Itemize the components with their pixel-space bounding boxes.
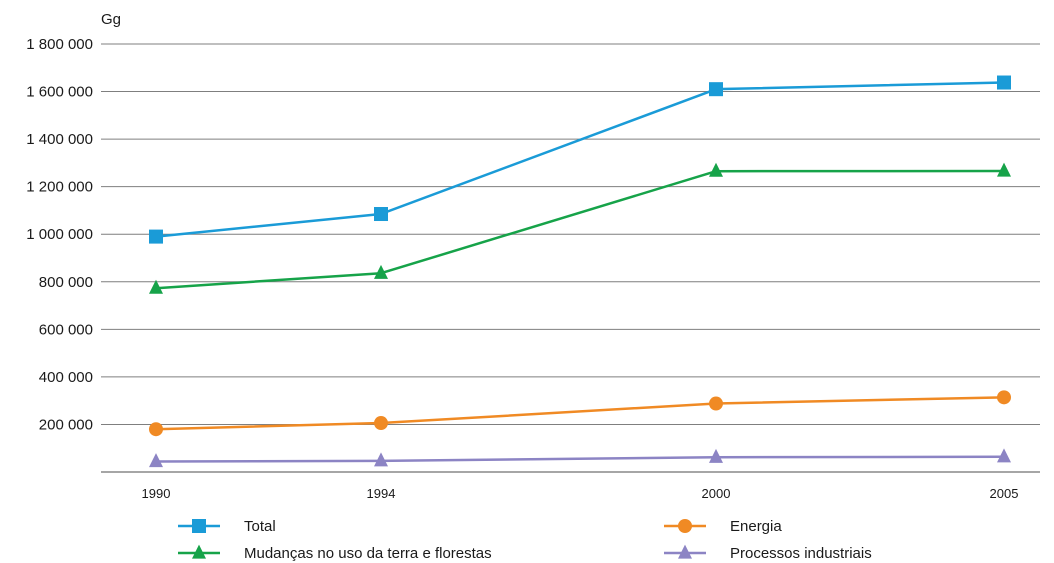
data-point-triangle: [709, 162, 723, 177]
x-tick-label: 2005: [990, 486, 1019, 501]
data-point-triangle: [149, 453, 163, 468]
x-tick-label: 2000: [702, 486, 731, 501]
series-3: [149, 448, 1011, 468]
legend-marker-triangle: [678, 544, 692, 559]
series-group: [149, 75, 1011, 468]
legend-label: Processos industriais: [730, 545, 872, 562]
data-point-triangle: [997, 162, 1011, 177]
y-tick-label: 800 000: [39, 274, 93, 291]
gridlines: [101, 43, 1040, 425]
y-tick-label: 1 000 000: [26, 226, 93, 243]
series-line: [155, 396, 1005, 431]
x-tick-label: 1994: [367, 486, 396, 501]
y-axis-unit-label: Gg: [101, 11, 121, 28]
legend-marker-triangle: [192, 544, 206, 559]
series-line: [155, 169, 1005, 290]
legend-label: Total: [244, 518, 276, 535]
legend-label: Mudanças no uso da terra e florestas: [244, 545, 492, 562]
y-tick-label: 1 600 000: [26, 84, 93, 101]
data-point-square: [149, 229, 163, 244]
legend-marker-circle: [678, 519, 692, 533]
data-point-triangle: [709, 448, 723, 463]
data-point-square: [374, 207, 388, 222]
legend-item: Total: [178, 518, 276, 535]
series-0: [149, 75, 1011, 244]
x-tick-label: 1990: [142, 486, 171, 501]
y-tick-label: 400 000: [39, 369, 93, 386]
legend-item: Processos industriais: [664, 544, 872, 562]
data-point-triangle: [997, 448, 1011, 463]
data-point-circle: [709, 396, 723, 411]
data-point-square: [997, 75, 1011, 90]
data-point-circle: [374, 416, 388, 431]
y-tick-label: 1 400 000: [26, 131, 93, 148]
legend-item: Mudanças no uso da terra e florestas: [178, 544, 492, 562]
data-point-triangle: [374, 452, 388, 467]
legend-item: Energia: [664, 518, 782, 535]
data-point-circle: [997, 390, 1011, 405]
y-tick-label: 1 800 000: [26, 36, 93, 53]
series-line: [155, 81, 1005, 238]
data-point-triangle: [374, 264, 388, 279]
x-axis-ticks: 1990 1994 2000 2005: [142, 486, 1019, 501]
y-tick-label: 1 200 000: [26, 179, 93, 196]
legend-label: Energia: [730, 518, 782, 535]
series-2: [149, 390, 1011, 437]
data-point-circle: [149, 422, 163, 437]
y-tick-label: 200 000: [39, 416, 93, 433]
series-line: [155, 455, 1005, 463]
y-tick-label: 600 000: [39, 321, 93, 338]
legend-marker-square: [192, 519, 206, 533]
data-point-triangle: [149, 279, 163, 294]
series-1: [149, 162, 1011, 294]
data-point-square: [709, 82, 723, 97]
y-axis-ticks: 200 000 400 000 600 000 800 000 1 000 000 1 2…: [26, 36, 93, 433]
legend: Total Mudanças no uso da terra e floresta…: [178, 518, 872, 562]
